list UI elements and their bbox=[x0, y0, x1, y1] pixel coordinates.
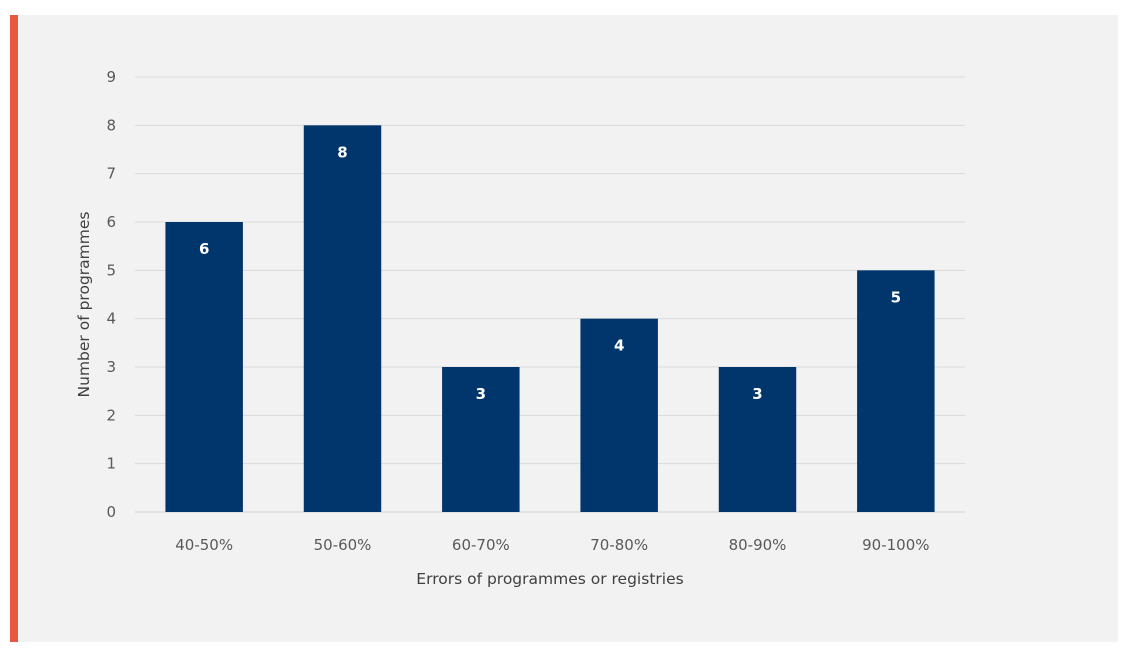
data-label: 4 bbox=[614, 337, 624, 355]
bar-50-60% bbox=[303, 125, 382, 512]
y-tick-label: 3 bbox=[106, 358, 116, 376]
bar-90-100% bbox=[857, 270, 935, 512]
y-tick-label: 5 bbox=[106, 261, 116, 279]
y-tick-label: 7 bbox=[106, 165, 116, 183]
bar-80-90% bbox=[718, 367, 797, 512]
y-tick-label: 6 bbox=[106, 213, 116, 231]
data-label: 8 bbox=[337, 143, 347, 161]
x-tick-label: 40-50% bbox=[175, 536, 233, 554]
y-tick-label: 9 bbox=[106, 68, 116, 86]
x-axis-ticks: 40-50% 50-60% 60-70% 70-80% 80-90% 90-100% bbox=[175, 536, 929, 554]
x-tick-label: 50-60% bbox=[314, 536, 372, 554]
x-axis-title: Errors of programmes or registries bbox=[416, 570, 683, 588]
y-tick-label: 8 bbox=[106, 116, 116, 134]
data-label: 6 bbox=[199, 240, 209, 258]
y-axis-ticks: 0 1 2 3 4 5 6 7 8 9 bbox=[106, 68, 116, 521]
data-label: 5 bbox=[891, 288, 901, 306]
accent-bar bbox=[10, 15, 18, 642]
x-tick-label: 70-80% bbox=[590, 536, 648, 554]
y-tick-label: 1 bbox=[106, 455, 116, 473]
bar-70-80% bbox=[580, 318, 658, 512]
y-axis-title: Number of programmes bbox=[75, 212, 93, 398]
x-tick-label: 80-90% bbox=[729, 536, 787, 554]
data-label: 3 bbox=[476, 385, 486, 403]
y-tick-label: 0 bbox=[106, 503, 116, 521]
y-tick-label: 2 bbox=[106, 406, 116, 424]
y-tick-label: 4 bbox=[106, 310, 116, 328]
bar-40-50% bbox=[165, 222, 243, 512]
gridlines bbox=[135, 76, 965, 513]
x-tick-label: 60-70% bbox=[452, 536, 510, 554]
bars: 6 8 3 4 3 5 bbox=[165, 125, 935, 512]
data-label: 3 bbox=[752, 385, 762, 403]
x-tick-label: 90-100% bbox=[862, 536, 929, 554]
bar-60-70% bbox=[442, 367, 520, 512]
